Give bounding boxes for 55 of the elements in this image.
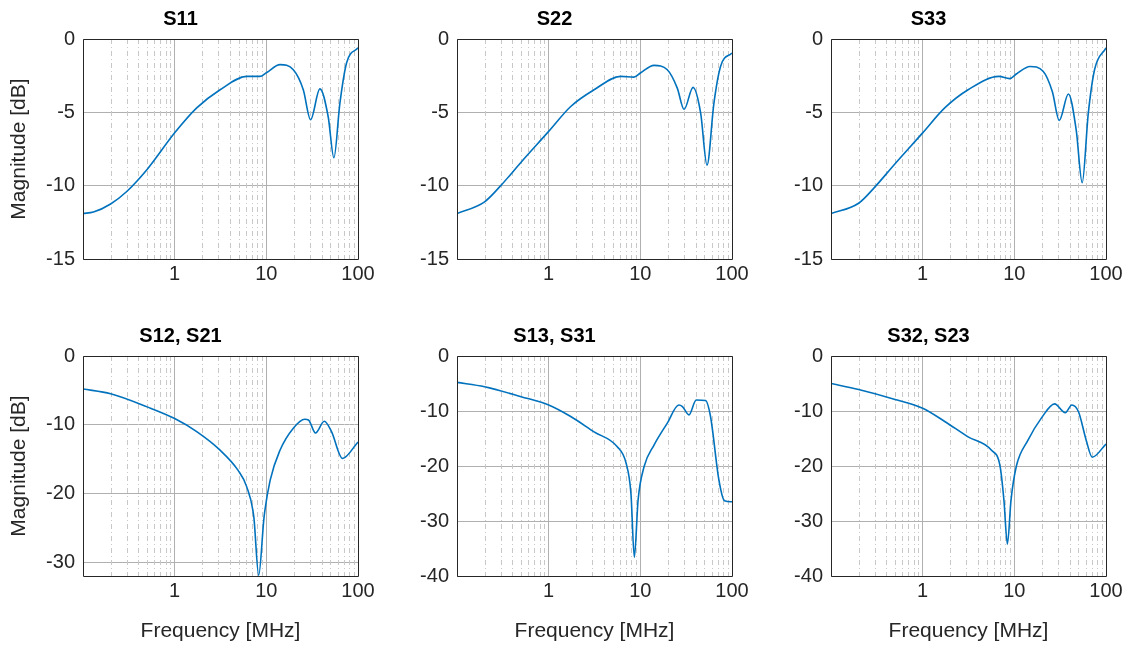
x-tick-label: 100 (341, 261, 375, 284)
x-tick-label: 1 (169, 261, 181, 284)
y-tick-label: -10 (794, 173, 823, 196)
y-tick-label: -20 (420, 453, 449, 476)
y-tick-label: -20 (46, 481, 75, 504)
x-axis-title: Frequency [MHz] (888, 618, 1049, 642)
x-tick-label: 1 (169, 578, 181, 601)
chart-title: S33 (910, 6, 947, 29)
y-tick-label: -10 (794, 398, 823, 421)
chart-title: S13, S31 (513, 323, 596, 346)
y-tick-label: -15 (794, 246, 823, 269)
y-tick-label: -40 (794, 563, 823, 586)
x-tick-label: 1 (543, 261, 555, 284)
x-tick-label: 1 (543, 578, 555, 601)
y-tick-label: 0 (437, 343, 449, 366)
x-tick-label: 10 (1003, 578, 1026, 601)
x-tick-label: 10 (1003, 261, 1026, 284)
y-tick-label: -15 (420, 246, 449, 269)
x-tick-label: 100 (1089, 578, 1123, 601)
y-tick-label: -30 (420, 508, 449, 531)
y-tick-label: -40 (420, 563, 449, 586)
x-tick-label: 10 (255, 578, 278, 601)
x-tick-label: 100 (715, 578, 749, 601)
y-axis-title: Magnitude [dB] (6, 395, 30, 537)
x-tick-label: 10 (255, 261, 278, 284)
y-tick-label: -5 (805, 99, 823, 122)
y-tick-label: 0 (63, 26, 75, 49)
x-tick-label: 100 (1089, 261, 1123, 284)
y-tick-label: -30 (794, 508, 823, 531)
y-tick-label: -5 (431, 99, 449, 122)
chart-title: S22 (536, 6, 573, 29)
y-tick-label: 0 (811, 343, 823, 366)
chart-title: S12, S21 (139, 323, 222, 346)
chart-title: S11 (163, 6, 198, 29)
y-tick-label: -20 (794, 453, 823, 476)
y-tick-label: 0 (63, 343, 75, 366)
x-tick-label: 10 (629, 578, 652, 601)
x-tick-label: 100 (715, 261, 749, 284)
y-tick-label: -30 (46, 549, 75, 572)
y-tick-label: -10 (420, 398, 449, 421)
y-tick-label: -5 (57, 99, 75, 122)
y-tick-label: 0 (437, 26, 449, 49)
chart-title: S32, S23 (887, 323, 970, 346)
y-tick-label: -10 (46, 173, 75, 196)
y-tick-label: -15 (46, 246, 75, 269)
y-axis-title: Magnitude [dB] (6, 78, 30, 220)
y-tick-label: 0 (811, 26, 823, 49)
x-tick-label: 100 (341, 578, 375, 601)
y-tick-label: -10 (420, 173, 449, 196)
x-tick-label: 1 (917, 578, 929, 601)
y-tick-label: -10 (46, 412, 75, 435)
x-axis-title: Frequency [MHz] (140, 618, 301, 642)
x-tick-label: 10 (629, 261, 652, 284)
x-axis-title: Frequency [MHz] (514, 618, 675, 642)
x-tick-label: 1 (917, 261, 929, 284)
